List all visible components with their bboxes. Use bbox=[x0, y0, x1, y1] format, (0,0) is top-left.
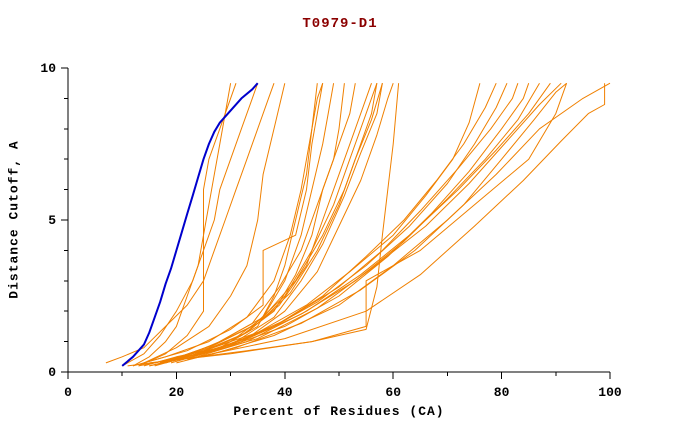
model-line bbox=[138, 83, 237, 367]
model-line bbox=[105, 83, 275, 364]
model-line bbox=[176, 83, 378, 361]
chart-title: T0979-D1 bbox=[302, 16, 378, 32]
model-line bbox=[143, 83, 324, 364]
model-line bbox=[159, 83, 372, 364]
model-line bbox=[132, 83, 324, 367]
model-line bbox=[176, 83, 519, 361]
x-tick-label: 100 bbox=[598, 385, 622, 400]
x-tick-label: 0 bbox=[64, 385, 72, 400]
model-line bbox=[138, 83, 356, 367]
model-line bbox=[181, 82, 540, 361]
model-line bbox=[121, 83, 259, 367]
model-line bbox=[132, 83, 232, 367]
x-axis-label: Percent of Residues (CA) bbox=[233, 404, 445, 419]
x-tick-label: 80 bbox=[494, 385, 510, 400]
model-line bbox=[170, 83, 383, 361]
y-tick-label: 10 bbox=[40, 61, 56, 76]
model-line bbox=[203, 82, 611, 358]
model-line bbox=[165, 82, 497, 364]
model-line bbox=[192, 82, 562, 358]
x-tick-label: 40 bbox=[277, 385, 293, 400]
model-line bbox=[187, 82, 551, 361]
highlighted-model-line bbox=[121, 82, 259, 367]
model-line bbox=[154, 83, 345, 364]
y-tick-label: 5 bbox=[48, 213, 56, 228]
model-line bbox=[159, 82, 508, 364]
model-line bbox=[154, 83, 481, 364]
model-line bbox=[197, 83, 606, 358]
model-line bbox=[176, 82, 567, 364]
x-tick-label: 60 bbox=[385, 385, 401, 400]
y-tick-label: 0 bbox=[48, 365, 56, 380]
model-line bbox=[143, 83, 318, 367]
model-line bbox=[143, 83, 286, 364]
x-tick-label: 20 bbox=[169, 385, 185, 400]
